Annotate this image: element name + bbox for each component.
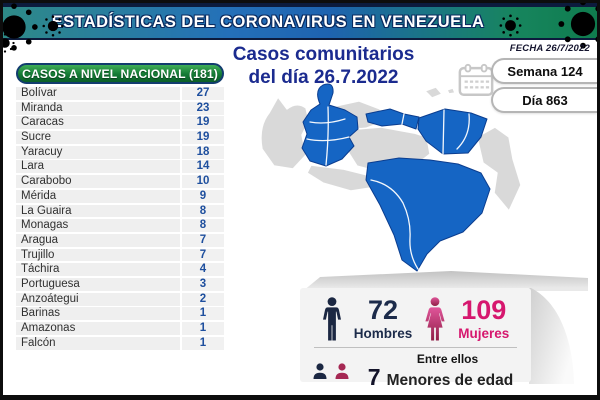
header-bar: ESTADÍSTICAS DEL CORONAVIRUS EN VENEZUEL…	[3, 3, 597, 40]
state-name: Bolívar	[16, 87, 180, 100]
men-count: 72	[367, 295, 398, 326]
state-name: Anzoátegui	[16, 292, 180, 306]
state-cases: 7	[182, 233, 224, 247]
map-region-gray	[306, 164, 378, 192]
state-cases: 1	[182, 307, 224, 321]
state-cases: 1	[182, 336, 224, 350]
main-title-line2: del día 26.7.2022	[248, 67, 399, 88]
table-row: Mérida 9	[16, 189, 224, 203]
state-cases: 3	[182, 277, 224, 291]
state-name: Falcón	[16, 336, 180, 350]
map-region-gray	[260, 96, 310, 170]
table-row: Trujillo 7	[16, 248, 224, 262]
state-name: Mérida	[16, 189, 180, 203]
table-row: La Guaira 8	[16, 204, 224, 218]
minors-intro: Entre ellos	[416, 352, 479, 366]
divider	[314, 347, 517, 348]
men-stat: 72 Hombres	[354, 297, 413, 341]
panel-shadow	[303, 271, 588, 291]
state-name: Miranda	[16, 101, 180, 115]
state-cases: 19	[182, 131, 224, 144]
state-name: La Guaira	[16, 204, 180, 218]
man-icon	[322, 297, 341, 341]
minors-label: Menores de edad	[386, 372, 514, 389]
table-row: Aragua 7	[16, 233, 224, 247]
table-row: Amazonas 1	[16, 322, 224, 335]
state-cases: 8	[182, 204, 224, 218]
map-region-gray	[446, 87, 456, 95]
state-cases: 19	[182, 116, 224, 130]
gender-stats-row: 72 Hombres 109 Mujeres	[308, 293, 523, 345]
virus-icon	[0, 32, 16, 54]
page-curl-shadow	[529, 288, 574, 384]
state-name: Carabobo	[16, 175, 180, 189]
state-name: Lara	[16, 160, 180, 174]
demographics-panel: 72 Hombres 109 Mujeres	[300, 288, 531, 389]
venezuela-map	[260, 83, 522, 272]
state-name: Caracas	[16, 116, 180, 130]
minors-stat: Entre ellos 7 Menores de edad	[362, 352, 519, 390]
state-name: Aragua	[16, 233, 180, 247]
state-name: Yaracuy	[16, 145, 180, 159]
calendar-icon	[458, 63, 494, 96]
state-cases: 8	[182, 219, 224, 233]
state-cases: 4	[182, 263, 224, 277]
table-row: Bolívar 27	[16, 87, 224, 100]
table-row: Miranda 23	[16, 101, 224, 115]
state-name: Trujillo	[16, 248, 180, 262]
table-row: Portuguesa 3	[16, 277, 224, 291]
state-name: Amazonas	[16, 322, 180, 335]
minors-count: 7	[367, 364, 381, 390]
state-cases: 18	[182, 145, 224, 159]
state-cases: 27	[182, 87, 224, 100]
table-row: Monagas 8	[16, 219, 224, 233]
map-region-highlighted	[301, 83, 359, 167]
day-badge: Día 863	[491, 87, 597, 113]
women-count: 109	[461, 295, 507, 326]
main-title: Casos comunitarios del día 26.7.2022	[231, 43, 416, 89]
date-label: FECHA 26/7/2022	[509, 43, 590, 54]
state-cases: 1	[182, 322, 224, 335]
men-label: Hombres	[353, 326, 413, 342]
state-cases: 7	[182, 248, 224, 262]
page-title: ESTADÍSTICAS DEL CORONAVIRUS EN VENEZUEL…	[51, 13, 485, 31]
state-cases: 10	[182, 175, 224, 189]
state-cases: 14	[182, 160, 224, 174]
state-cases: 9	[182, 189, 224, 203]
table-row: Yaracuy 18	[16, 145, 224, 159]
main-title-line1: Casos comunitarios	[232, 44, 415, 65]
map-region-highlighted	[365, 157, 491, 272]
week-badge: Semana 124	[491, 58, 597, 84]
map-region-gray	[476, 126, 522, 212]
state-name: Táchira	[16, 263, 180, 277]
table-row: Carabobo 10	[16, 175, 224, 189]
state-cases: 2	[182, 292, 224, 306]
table-row: Barinas 1	[16, 307, 224, 321]
cases-table: CASOS A NIVEL NACIONAL (181) Bolívar 27 Mi…	[16, 63, 224, 351]
women-label: Mujeres	[458, 326, 510, 342]
children-icons	[313, 362, 349, 379]
map-region-gray	[424, 86, 443, 99]
cases-table-header: CASOS A NIVEL NACIONAL (181)	[16, 63, 224, 84]
table-row: Sucre 19	[16, 131, 224, 144]
table-row: Lara 14	[16, 160, 224, 174]
virus-icon	[498, 13, 523, 38]
table-row: Falcón 1	[16, 336, 224, 350]
minors-stats-row: Entre ellos 7 Menores de edad	[308, 351, 523, 390]
state-name: Portuguesa	[16, 277, 180, 291]
state-cases: 23	[182, 101, 224, 115]
women-stat: 109 Mujeres	[458, 297, 509, 341]
table-row: Caracas 19	[16, 116, 224, 130]
map-region-highlighted	[401, 113, 420, 130]
virus-icon	[41, 14, 65, 38]
state-name: Monagas	[16, 219, 180, 233]
table-rows: Bolívar 27 Miranda 23 Caracas 19 Sucre 19 Yaracu…	[16, 87, 224, 350]
state-name: Sucre	[16, 131, 180, 144]
state-name: Barinas	[16, 307, 180, 321]
table-row: Táchira 4	[16, 263, 224, 277]
woman-icon	[425, 297, 445, 341]
table-row: Anzoátegui 2	[16, 292, 224, 306]
